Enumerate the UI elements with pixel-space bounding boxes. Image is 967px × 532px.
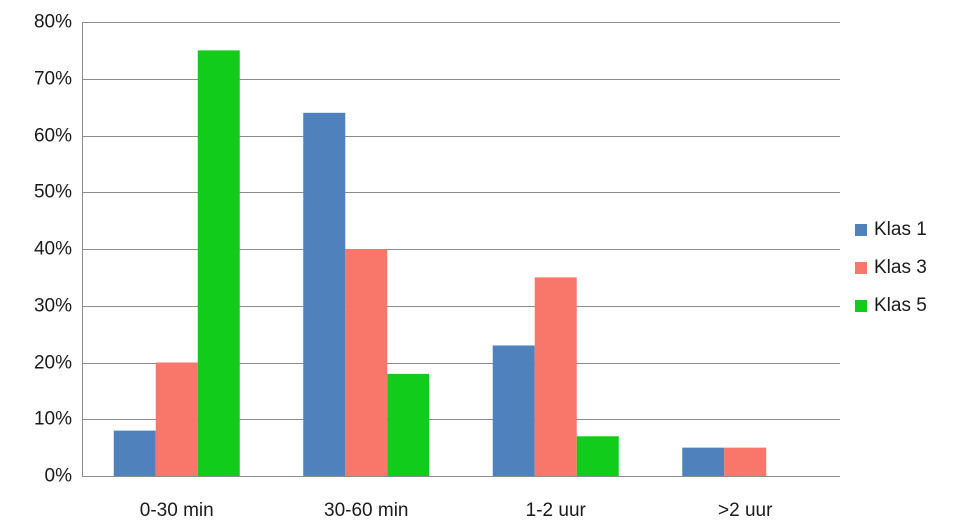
y-tick-label: 70%: [34, 69, 72, 90]
y-tick-label: 10%: [34, 409, 72, 430]
legend-label: Klas 1: [874, 219, 927, 240]
legend-swatch: [855, 224, 867, 236]
legend-swatch: [855, 262, 867, 274]
bar-klas-3-2: [534, 277, 577, 476]
bar-klas-5-0: [197, 50, 240, 476]
y-tick-label: 50%: [34, 182, 72, 203]
y-tick-label: 80%: [34, 12, 72, 33]
bar-klas-3-3: [724, 447, 767, 476]
y-tick-label: 20%: [34, 353, 72, 374]
bar-klas-1-2: [492, 345, 535, 476]
bar-klas-1-1: [303, 112, 346, 477]
y-tick-label: 30%: [34, 296, 72, 317]
x-tick-label: 0-30 min: [140, 500, 214, 521]
legend-label: Klas 5: [874, 295, 927, 316]
y-axis-tick-labels: 0% 10% 20% 30% 40% 50% 60% 70% 80%: [34, 12, 72, 487]
legend: Klas 1 Klas 3 Klas 5: [855, 219, 927, 316]
bar-klas-3-1: [345, 249, 388, 476]
legend-label: Klas 3: [874, 257, 927, 278]
y-tick-label: 60%: [34, 126, 72, 147]
y-tick-label: 0%: [45, 466, 73, 487]
bar-klas-1-0: [113, 430, 156, 476]
bar-klas-5-2: [576, 436, 619, 476]
x-tick-label: >2 uur: [718, 500, 773, 521]
y-tick-label: 40%: [34, 239, 72, 260]
x-axis-tick-labels: 0-30 min 30-60 min 1-2 uur >2 uur: [140, 500, 773, 521]
bar-klas-1-3: [682, 447, 725, 476]
bar-klas-3-0: [155, 362, 198, 476]
x-tick-label: 1-2 uur: [526, 500, 587, 521]
bar-klas-5-1: [387, 373, 430, 476]
bars: [113, 50, 767, 477]
x-tick-label: 30-60 min: [324, 500, 409, 521]
legend-swatch: [855, 300, 867, 312]
